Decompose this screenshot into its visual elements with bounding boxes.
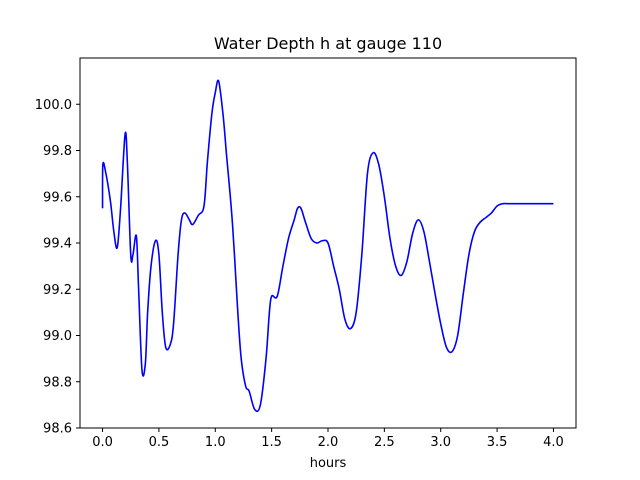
y-tick-label: 99.6 [43,190,72,205]
chart-title: Water Depth h at gauge 110 [214,34,442,53]
y-tick-label: 99.8 [43,144,72,159]
y-tick-label: 98.8 [43,375,72,390]
y-tick-label: 100.0 [35,98,72,113]
x-tick-label: 0.5 [149,435,170,450]
y-tick-label: 99.4 [43,237,72,252]
x-tick-label: 2.5 [374,435,395,450]
x-tick-label: 1.0 [205,435,226,450]
series-line-0 [101,79,554,413]
x-tick-label: 4.0 [543,435,564,450]
y-tick-label: 99.0 [43,329,72,344]
x-tick-label: 3.5 [487,435,508,450]
y-tick-label: 99.2 [43,283,72,298]
x-axis-label: hours [310,456,347,471]
x-tick-label: 1.5 [261,435,282,450]
plot-area: 0.0 0.5 1.0 1.5 2.0 2.5 3.0 3.5 4.0 98.6 98.8 99.0 9… [35,57,577,450]
x-tick-label: 3.0 [430,435,451,450]
y-tick-label: 98.6 [43,422,72,437]
x-tick-label: 0.0 [92,435,113,450]
x-tick-label: 2.0 [318,435,339,450]
